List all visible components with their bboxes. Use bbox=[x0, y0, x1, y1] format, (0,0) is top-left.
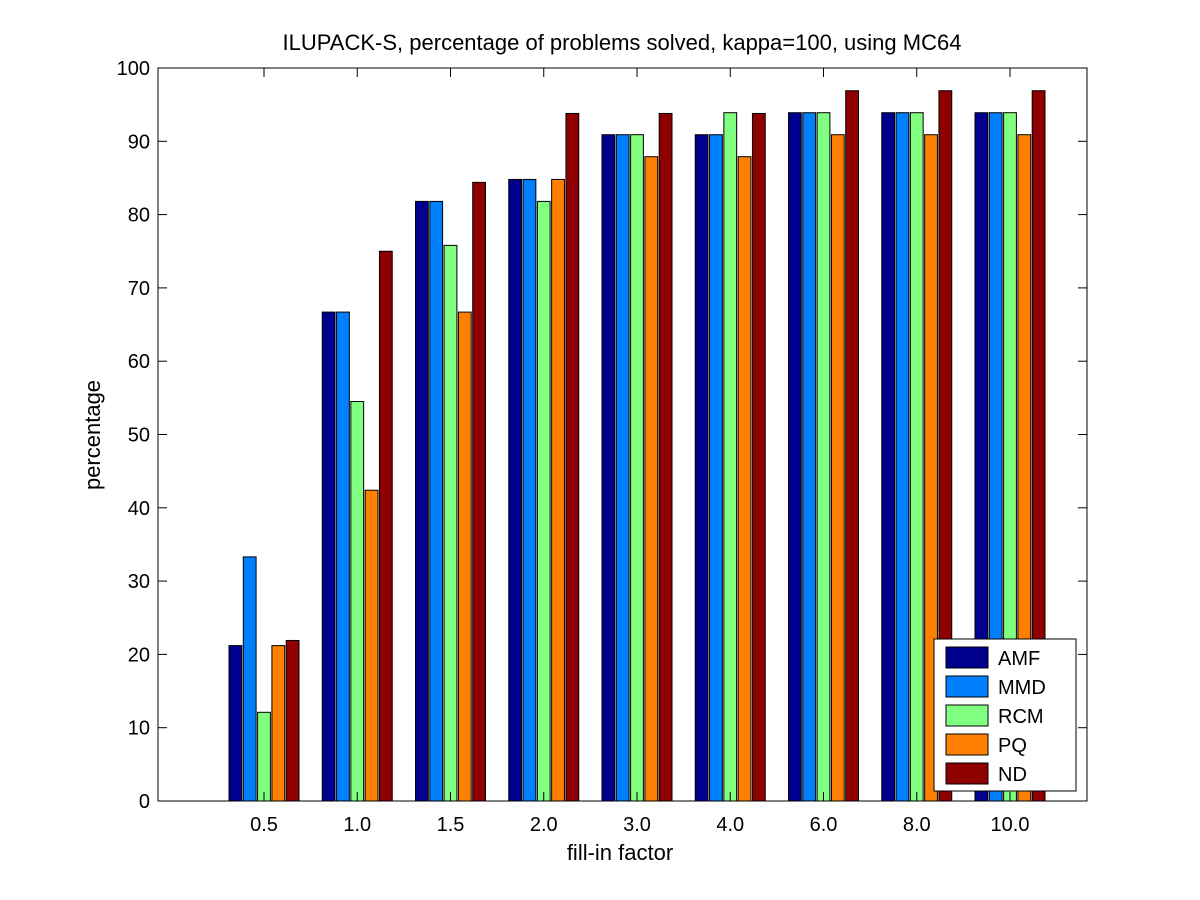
bar-pq-4.0 bbox=[737, 156, 752, 802]
bar-pq-2.0 bbox=[551, 178, 565, 802]
y-tick-label: 20 bbox=[128, 644, 150, 666]
x-tick-label: 3.0 bbox=[623, 814, 651, 836]
legend-label-pq: PQ bbox=[998, 735, 1027, 757]
y-tick-label: 10 bbox=[128, 718, 150, 740]
y-tick-label: 70 bbox=[128, 278, 150, 300]
plot-area: 0 10 20 30 40 50 60 70 80 90 100 0.5 1.0 1.5 2.0 3.0 4.0… bbox=[117, 58, 1088, 836]
x-tick-label: 0.5 bbox=[250, 814, 278, 836]
x-tick-label: 1.5 bbox=[437, 814, 465, 836]
legend-label-mmd: MMD bbox=[998, 677, 1046, 699]
legend-label-nd: ND bbox=[998, 764, 1027, 786]
bar-rcm-1.5 bbox=[443, 244, 458, 802]
bar-nd-3.0 bbox=[658, 112, 673, 802]
bar-amf-1.5 bbox=[415, 200, 429, 802]
y-tick-label: 90 bbox=[128, 131, 150, 153]
bar-amf-2.0 bbox=[508, 178, 523, 802]
legend-swatch-rcm bbox=[945, 704, 989, 727]
bar-amf-1.0 bbox=[321, 311, 336, 802]
bar-nd-1.0 bbox=[378, 250, 393, 802]
bar-pq-1.5 bbox=[457, 311, 472, 802]
chart-title: ILUPACK-S, percentage of problems solved… bbox=[283, 30, 962, 55]
bar-pq-0.5 bbox=[271, 645, 286, 802]
x-tick-label: 8.0 bbox=[903, 814, 931, 836]
bar-rcm-8.0 bbox=[909, 112, 924, 802]
bar-nd-0.5 bbox=[285, 639, 300, 802]
bar-nd-6.0 bbox=[845, 90, 860, 802]
legend-swatch-nd bbox=[945, 762, 989, 785]
bar-mmd-1.0 bbox=[336, 311, 350, 802]
legend: AMF MMD RCM PQ ND bbox=[933, 638, 1077, 792]
bar-rcm-3.0 bbox=[630, 134, 644, 802]
bar-rcm-6.0 bbox=[816, 112, 831, 802]
x-tick-label: 4.0 bbox=[716, 814, 744, 836]
bar-rcm-2.0 bbox=[536, 200, 551, 802]
y-tick-label: 80 bbox=[128, 205, 150, 227]
y-tick-label: 0 bbox=[139, 791, 150, 813]
bar-pq-1.0 bbox=[364, 489, 379, 802]
bar-nd-2.0 bbox=[565, 112, 580, 802]
y-tick-label: 100 bbox=[117, 58, 150, 80]
bar-mmd-2.0 bbox=[522, 178, 537, 802]
legend-label-amf: AMF bbox=[998, 648, 1040, 670]
bar-nd-1.5 bbox=[472, 181, 487, 802]
bar-mmd-3.0 bbox=[615, 134, 630, 802]
bar-nd-4.0 bbox=[751, 112, 766, 802]
bar-pq-3.0 bbox=[644, 156, 659, 802]
y-tick-label: 60 bbox=[128, 351, 150, 373]
bar-rcm-1.0 bbox=[350, 401, 365, 802]
bar-rcm-4.0 bbox=[723, 112, 738, 802]
legend-swatch-pq bbox=[945, 733, 989, 756]
bar-rcm-0.5 bbox=[257, 711, 271, 802]
y-tick-label: 40 bbox=[128, 498, 150, 520]
x-tick-label: 10.0 bbox=[991, 814, 1030, 836]
y-axis-label: percentage bbox=[80, 380, 105, 490]
bar-mmd-6.0 bbox=[802, 112, 817, 802]
legend-swatch-amf bbox=[945, 646, 989, 669]
bar-amf-6.0 bbox=[788, 112, 802, 802]
bar-mmd-1.5 bbox=[429, 200, 444, 802]
bar-amf-4.0 bbox=[694, 134, 709, 802]
bar-mmd-4.0 bbox=[709, 134, 723, 802]
bar-amf-3.0 bbox=[601, 134, 616, 802]
x-tick-label: 1.0 bbox=[343, 814, 371, 836]
bar-amf-8.0 bbox=[881, 112, 896, 802]
x-axis-label: fill-in factor bbox=[567, 840, 673, 865]
bar-mmd-0.5 bbox=[242, 556, 257, 802]
bar-mmd-8.0 bbox=[895, 112, 910, 802]
bar-pq-6.0 bbox=[830, 134, 845, 802]
y-tick-label: 50 bbox=[128, 425, 150, 447]
y-tick-label: 30 bbox=[128, 571, 150, 593]
legend-swatch-mmd bbox=[945, 675, 989, 698]
x-tick-label: 2.0 bbox=[530, 814, 558, 836]
bar-amf-0.5 bbox=[228, 645, 243, 802]
legend-label-rcm: RCM bbox=[998, 706, 1044, 728]
x-tick-label: 6.0 bbox=[810, 814, 838, 836]
